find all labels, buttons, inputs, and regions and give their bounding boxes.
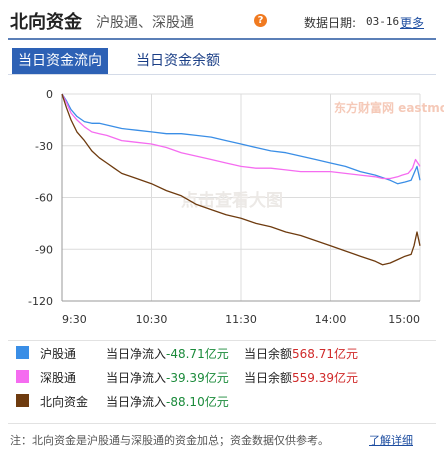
chart-series xyxy=(61,93,421,266)
watermark-text: 点击查看大图 xyxy=(181,190,283,211)
legend-swatch-sz xyxy=(16,370,29,383)
detail-link[interactable]: 了解详细 xyxy=(369,434,413,447)
x-tick-label: 15:00 xyxy=(388,313,420,326)
legend-row-sh: 沪股通 当日净流入-48.71亿元 当日余额568.71亿元 xyxy=(8,341,436,365)
series-line-0 xyxy=(61,93,421,185)
question-badge-icon[interactable]: ? xyxy=(254,14,267,27)
flow-chart[interactable]: 东方财富网 eastmoney.com 点击查看大图 0 -30 -60 -90 -12… xyxy=(0,78,444,336)
more-link[interactable]: 更多 xyxy=(400,16,425,30)
series-line-2 xyxy=(61,93,421,266)
legend-swatch-north xyxy=(16,394,29,407)
date-label: 数据日期: xyxy=(304,16,357,30)
x-tick-label: 10:30 xyxy=(136,313,168,326)
date-value: 03-16 xyxy=(366,15,400,28)
series-line-1 xyxy=(61,93,421,180)
y-tick-label: -30 xyxy=(35,140,53,153)
legend-name: 沪股通 xyxy=(40,347,77,361)
legend-row-north: 北向资金 当日净流入-88.10亿元 xyxy=(8,389,436,413)
watermark-logo: 东方财富网 eastmoney.com xyxy=(334,100,444,115)
legend-inflow: 当日净流入-88.10亿元 xyxy=(106,395,229,409)
header: 北向资金 沪股通、深股通 ? 数据日期: 03-16 更多 xyxy=(0,0,444,38)
page-subtitle: 沪股通、深股通 xyxy=(96,15,194,31)
legend-inflow: 当日净流入-48.71亿元 xyxy=(106,347,229,361)
legend-inflow: 当日净流入-39.39亿元 xyxy=(106,371,229,385)
y-tick-label: 0 xyxy=(46,88,53,101)
footnote: 注：北向资金是沪股通与深股通的资金加总；资金数据仅供参考。 xyxy=(10,434,329,447)
legend: 沪股通 当日净流入-48.71亿元 当日余额568.71亿元 深股通 当日净流入… xyxy=(8,340,436,413)
y-tick-label: -60 xyxy=(35,192,53,205)
legend-row-sz: 深股通 当日净流入-39.39亿元 当日余额559.39亿元 xyxy=(8,365,436,389)
x-tick-label: 9:30 xyxy=(62,313,87,326)
x-tick-label: 11:30 xyxy=(225,313,257,326)
legend-swatch-sh xyxy=(16,346,29,359)
tab-flow[interactable]: 当日资金流向 xyxy=(12,48,108,74)
chart-axes: 0 -30 -60 -90 -120 9:30 10:30 11:30 14:00 15:00 xyxy=(28,88,420,326)
x-tick-label: 14:00 xyxy=(315,313,347,326)
legend-balance: 当日余额559.39亿元 xyxy=(244,371,359,385)
page-title: 北向资金 xyxy=(10,12,82,33)
y-tick-label: -120 xyxy=(28,295,53,308)
legend-name: 深股通 xyxy=(40,371,77,385)
tab-divider xyxy=(8,74,436,75)
chart-watermark: 东方财富网 eastmoney.com 点击查看大图 xyxy=(181,100,444,211)
legend-name: 北向资金 xyxy=(40,395,89,409)
legend-balance: 当日余额568.71亿元 xyxy=(244,347,359,361)
header-divider xyxy=(8,38,436,40)
y-tick-label: -90 xyxy=(35,243,53,256)
tab-balance[interactable]: 当日资金余额 xyxy=(136,53,220,69)
legend-divider xyxy=(8,423,436,424)
